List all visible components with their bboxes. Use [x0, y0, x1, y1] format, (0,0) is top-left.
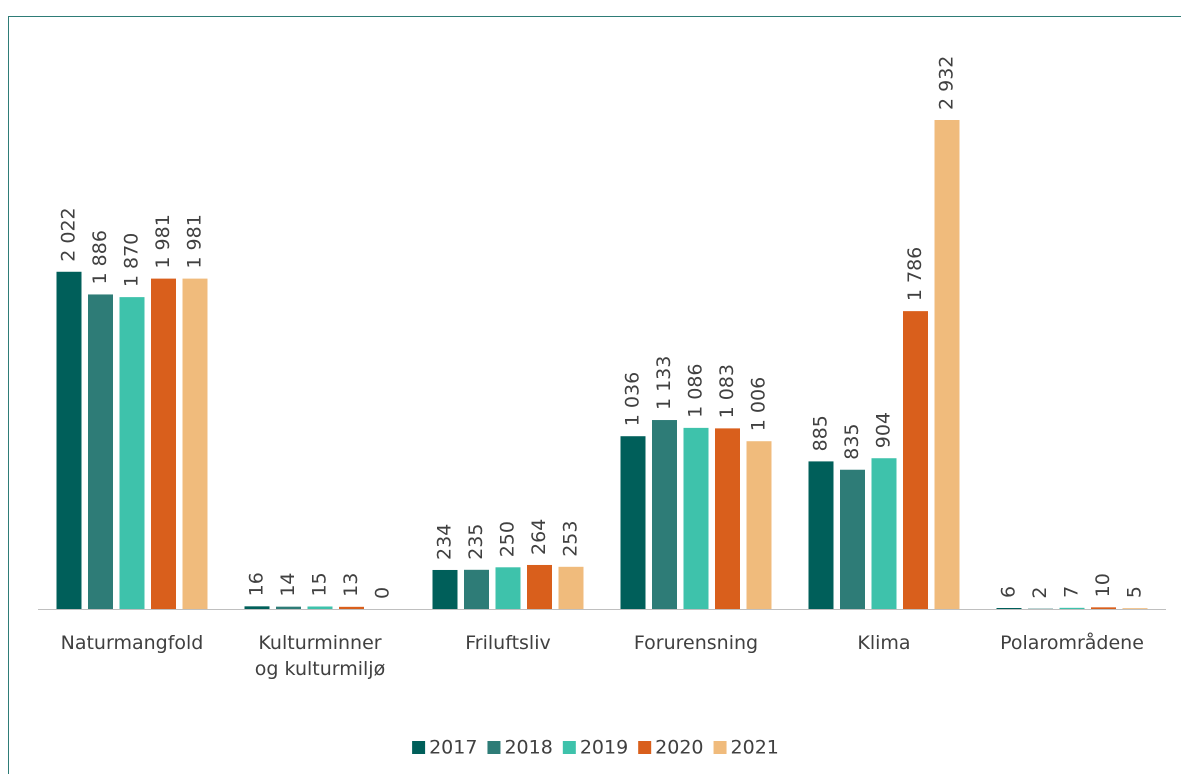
x-tick-label: Naturmangfold: [60, 632, 204, 654]
value-label: 6: [998, 586, 1020, 598]
value-label: 13: [340, 573, 362, 597]
value-label: 264: [528, 519, 550, 555]
bar: [307, 606, 333, 609]
value-label: 1 786: [904, 247, 926, 301]
value-label: 2 932: [936, 56, 958, 110]
bar: [495, 567, 521, 609]
bar: [683, 427, 709, 609]
bar: [934, 120, 960, 609]
value-label: 1 006: [748, 377, 770, 431]
bar: [746, 441, 772, 609]
bar: [244, 606, 270, 609]
bar: [527, 564, 552, 609]
x-tick-label: Klima: [857, 632, 911, 654]
legend-label: 2020: [655, 737, 703, 759]
bar: [464, 569, 489, 609]
value-label: 1 886: [89, 230, 111, 284]
value-label: 1 086: [685, 363, 707, 417]
legend-label: 2019: [580, 737, 628, 759]
bar: [715, 428, 740, 609]
value-label: 15: [309, 572, 331, 596]
bar: [119, 297, 145, 609]
bar: [620, 436, 646, 609]
bar: [808, 461, 834, 609]
bar: [840, 469, 865, 609]
value-label: 250: [497, 521, 519, 557]
bar: [871, 458, 897, 609]
value-label: 2 022: [58, 207, 80, 261]
bar: [1059, 607, 1085, 609]
value-label: 1 981: [152, 214, 174, 268]
x-tick-label: Forurensning: [633, 632, 759, 654]
x-tick-label: Kulturminner og kulturmiljø: [254, 632, 386, 680]
legend-swatch: [713, 741, 727, 754]
bar: [652, 420, 677, 609]
value-label: 14: [277, 572, 299, 596]
bar: [276, 606, 301, 609]
value-label: 7: [1061, 586, 1083, 598]
legend-swatch: [412, 741, 426, 754]
value-label: 835: [841, 423, 863, 459]
bar: [56, 271, 82, 609]
value-label: 1 083: [716, 364, 738, 418]
value-label: 1 981: [184, 214, 206, 268]
bar: [432, 569, 458, 609]
legend-label: 2021: [731, 737, 779, 759]
bar: [1091, 607, 1116, 609]
value-label: 16: [246, 572, 268, 596]
value-label: 10: [1092, 573, 1114, 597]
bar: [558, 566, 584, 609]
value-label: 885: [810, 415, 832, 451]
bar: [151, 278, 176, 609]
bar: [1122, 608, 1148, 609]
frame: [8, 16, 1181, 774]
bar: [339, 606, 364, 609]
legend-swatch: [487, 741, 501, 754]
x-tick-label: Friluftsliv: [465, 632, 551, 654]
x-tick-label: Polarområdene: [1000, 632, 1144, 654]
bar: [903, 311, 928, 609]
value-label: 234: [434, 524, 456, 560]
legend-swatch: [638, 741, 652, 754]
value-label: 235: [465, 524, 487, 560]
value-label: 2: [1029, 587, 1051, 599]
legend-label: 2018: [504, 737, 552, 759]
value-label: 0: [372, 587, 394, 599]
bar: [182, 278, 208, 609]
bar: [88, 294, 113, 609]
value-label: 1 036: [622, 372, 644, 426]
value-label: 1 870: [121, 233, 143, 287]
value-label: 253: [560, 521, 582, 557]
value-label: 1 133: [653, 356, 675, 410]
value-label: 5: [1124, 586, 1146, 598]
bar: [996, 607, 1022, 609]
legend-swatch: [562, 741, 576, 754]
legend-label: 2017: [429, 737, 477, 759]
value-label: 904: [873, 412, 895, 448]
